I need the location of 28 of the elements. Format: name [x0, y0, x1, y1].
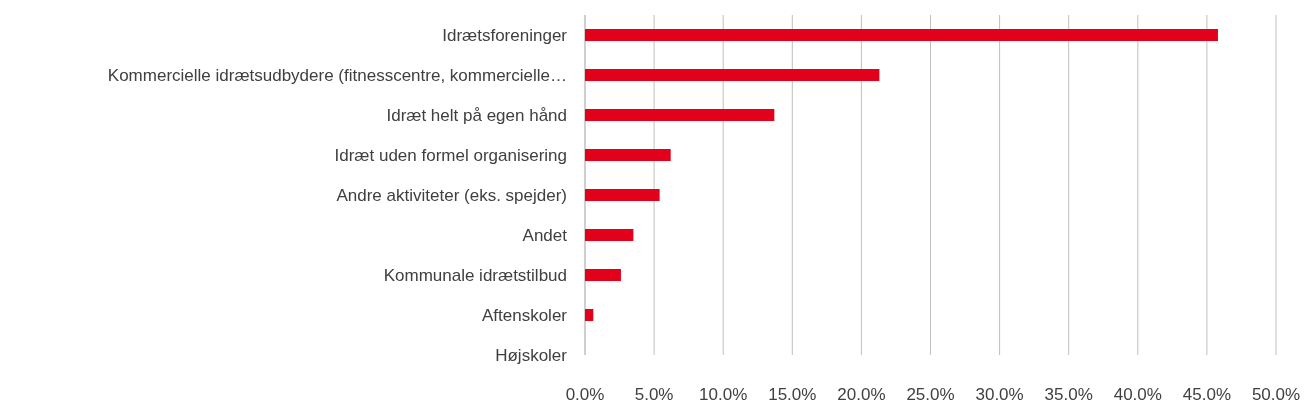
- bar: [585, 229, 634, 241]
- bar: [585, 69, 880, 81]
- x-tick-label: 50.0%: [1251, 385, 1301, 404]
- bar: [585, 149, 671, 161]
- bar: [585, 29, 1218, 41]
- bar: [585, 269, 621, 281]
- x-tick-label: 30.0%: [975, 385, 1024, 404]
- y-tick-label: Kommunale idrætstilbud: [383, 265, 567, 285]
- y-tick-label: Idrætsforeninger: [442, 25, 568, 45]
- x-tick-label: 20.0%: [837, 385, 886, 404]
- y-tick-label: Højskoler: [495, 345, 568, 365]
- bar: [585, 309, 594, 321]
- y-tick-label: Aftenskoler: [481, 305, 568, 325]
- y-tick-label: Idræt uden formel organisering: [334, 145, 567, 165]
- y-tick-label: Idræt helt på egen hånd: [386, 105, 567, 125]
- bar: [585, 109, 775, 121]
- x-tick-label: 10.0%: [699, 385, 748, 404]
- x-tick-label: 25.0%: [906, 385, 955, 404]
- y-tick-label: Andre aktiviteter (eks. spejder): [336, 185, 567, 205]
- y-tick-label: Andet: [522, 225, 568, 245]
- x-tick-label: 0.0%: [565, 385, 605, 404]
- x-tick-label: 5.0%: [634, 385, 674, 404]
- x-tick-label: 35.0%: [1044, 385, 1093, 404]
- bar: [585, 189, 660, 201]
- y-tick-label: Kommercielle idrætsudbydere (fitnesscentre, kommercielle…: [107, 65, 567, 85]
- x-tick-label: 15.0%: [768, 385, 817, 404]
- x-tick-label: 40.0%: [1113, 385, 1162, 404]
- x-tick-label: 45.0%: [1182, 385, 1231, 404]
